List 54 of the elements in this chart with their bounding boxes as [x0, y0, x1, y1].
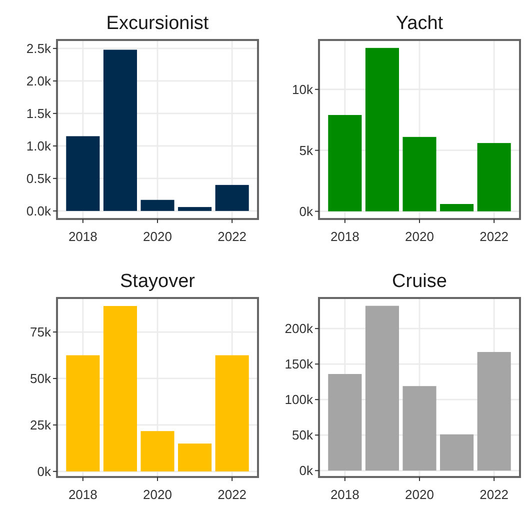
bar [178, 444, 212, 472]
x-tick-label: 2018 [68, 487, 98, 502]
chart-title: Excursionist [106, 13, 210, 34]
x-tick-label: 2022 [480, 229, 509, 244]
bar [66, 136, 100, 211]
bar [365, 48, 399, 212]
y-tick-label: 25k [30, 418, 52, 433]
y-tick-label: 1.0k [26, 138, 52, 154]
x-tick-label: 2022 [218, 487, 247, 502]
y-tick-label: 150k [284, 356, 314, 372]
y-tick-label: 1.5k [26, 106, 52, 121]
x-tick-label: 2018 [330, 229, 360, 244]
y-tick-label: 0.5k [26, 170, 52, 186]
x-tick-label: 2018 [68, 229, 98, 244]
y-tick-label: 50k [292, 428, 314, 443]
bar [103, 50, 137, 211]
bar [66, 355, 100, 472]
y-tick-label: 0k [37, 464, 52, 479]
bar [178, 207, 212, 211]
bar [440, 204, 474, 212]
chart-title: Cruise [392, 271, 447, 292]
bar [328, 374, 362, 471]
x-tick-label: 2022 [218, 229, 247, 244]
bar [215, 184, 249, 211]
x-tick-label: 2020 [143, 487, 172, 502]
bar [477, 143, 511, 212]
bar [328, 114, 362, 212]
y-tick-label: 5k [299, 142, 314, 158]
bar [140, 431, 174, 472]
y-tick-label: 0k [299, 204, 314, 219]
x-tick-label: 2020 [405, 229, 434, 244]
y-tick-label: 2.0k [26, 74, 52, 88]
y-tick-label: 10k [292, 82, 314, 97]
x-tick-label: 2022 [480, 487, 509, 502]
bar [477, 352, 511, 471]
bar [402, 136, 436, 212]
x-tick-label: 2020 [143, 229, 172, 244]
y-tick-label: 50k [30, 371, 52, 386]
y-tick-label: 100k [284, 392, 314, 408]
chart-title: Stayover [120, 271, 196, 292]
x-tick-label: 2018 [330, 487, 360, 502]
y-tick-label: 2.5k [26, 41, 52, 56]
chart-title: Yacht [396, 13, 444, 34]
bar [365, 306, 399, 471]
bar [215, 355, 249, 472]
bar [140, 200, 174, 211]
bar [103, 306, 137, 472]
bar [402, 386, 436, 471]
x-tick-label: 2020 [405, 487, 434, 502]
y-tick-label: 0.0k [26, 203, 52, 218]
y-tick-label: 0k [299, 463, 314, 478]
bar [440, 434, 474, 471]
y-tick-label: 75k [30, 324, 52, 340]
y-tick-label: 200k [284, 321, 314, 336]
